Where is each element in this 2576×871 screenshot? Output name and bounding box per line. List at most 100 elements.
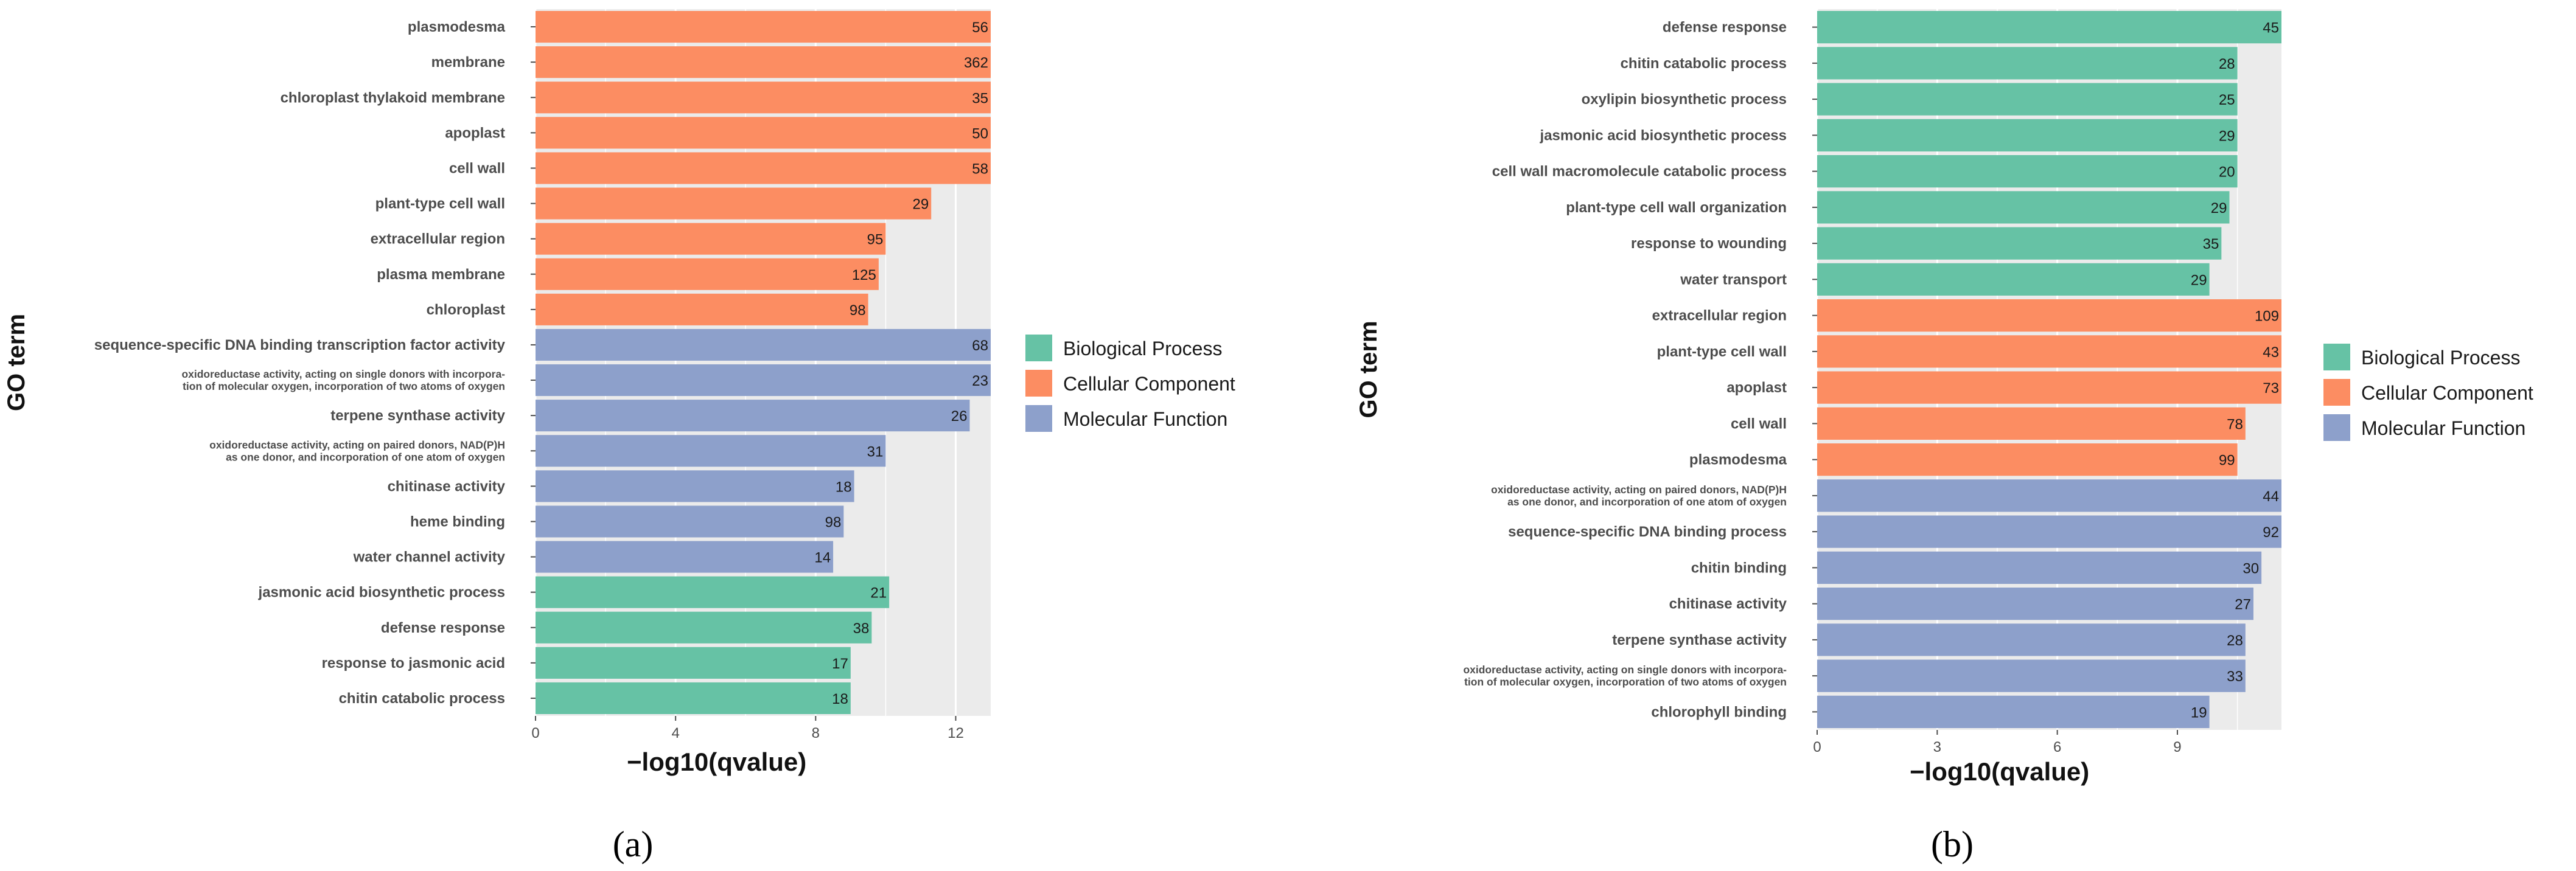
bar (1817, 335, 2281, 368)
bar (1817, 155, 2238, 188)
bar-count-label: 31 (867, 443, 884, 460)
x-tick-label: 0 (1813, 739, 1821, 755)
legend-swatch (2323, 379, 2350, 406)
bar-count-label: 44 (2263, 488, 2279, 505)
bar-count-label: 95 (867, 232, 884, 248)
bar-count-label: 28 (2219, 56, 2235, 72)
bar (536, 293, 868, 325)
y-tick-label: oxidoreductase activity, acting on singl… (181, 368, 505, 380)
x-tick-label: 9 (2173, 739, 2181, 755)
bar (1817, 443, 2238, 476)
y-tick-label: extracellular region (1652, 308, 1787, 324)
y-tick-label: apoplast (1726, 380, 1787, 396)
y-tick-label: plasmodesma (408, 19, 506, 35)
y-axis-title: GO term (1355, 321, 1382, 418)
bar (1817, 119, 2238, 151)
bar-count-label: 68 (972, 338, 988, 354)
y-tick-label: chlorophyll binding (1651, 704, 1787, 720)
bar-count-label: 125 (852, 267, 876, 283)
bar-count-label: 56 (972, 19, 988, 36)
y-tick-label: cell wall (449, 160, 505, 176)
y-tick-label: plasma membrane (377, 266, 505, 283)
bar (536, 541, 834, 573)
bar (1817, 371, 2281, 404)
y-tick-label: chitin catabolic process (1621, 55, 1787, 72)
y-tick-label: extracellular region (371, 231, 505, 248)
bar-count-label: 92 (2263, 524, 2279, 541)
x-axis-title: −log10(qvalue) (627, 748, 806, 776)
bar (1817, 47, 2238, 80)
bar (536, 152, 991, 184)
legend-label: Cellular Component (2361, 382, 2533, 404)
bar-count-label: 29 (2191, 272, 2207, 288)
bar-count-label: 29 (2219, 128, 2235, 144)
bar (536, 82, 991, 114)
chart-panel-a: 56 plasmodesma 362 membrane 35 chloroplast th… (3, 9, 1235, 864)
x-tick-label: 0 (531, 725, 539, 741)
bar (1817, 479, 2281, 512)
legend: Biological Process Cellular Component Mole… (1025, 335, 1235, 432)
y-tick-label: cell wall (1731, 415, 1787, 432)
bar-count-label: 18 (836, 479, 852, 495)
bar-count-label: 33 (2227, 668, 2243, 685)
y-tick-label: cell wall macromolecule catabolic proces… (1492, 164, 1787, 180)
bar (1817, 588, 2253, 620)
bar (1817, 659, 2246, 692)
y-tick-label: chitin binding (1691, 560, 1787, 576)
y-tick-label: water channel activity (353, 549, 506, 566)
bar (536, 187, 932, 220)
y-tick-label: terpene synthase activity (330, 408, 505, 424)
x-axis-title: −log10(qvalue) (1910, 757, 2089, 786)
x-tick-label: 12 (948, 725, 964, 741)
bar-count-label: 17 (832, 656, 848, 672)
y-tick-label: oxidoreductase activity, acting on paire… (209, 439, 505, 451)
y-tick-label: jasmonic acid biosynthetic process (1540, 127, 1787, 144)
bar (536, 470, 854, 502)
y-tick-label: plant-type cell wall organization (1566, 200, 1787, 216)
bar-count-label: 109 (2255, 308, 2279, 325)
y-tick-label: tion of molecular oxygen, incorporation … (1464, 676, 1787, 688)
legend-label: Biological Process (2361, 347, 2520, 369)
bar-count-label: 29 (912, 196, 929, 213)
bar-count-label: 43 (2263, 344, 2279, 361)
plot-background (1817, 9, 2281, 730)
bar (536, 647, 851, 679)
bar (1817, 83, 2238, 116)
bar-count-label: 14 (814, 550, 831, 566)
y-tick-label: chloroplast (427, 302, 505, 318)
y-tick-label: defense response (381, 620, 505, 636)
bar (536, 611, 872, 644)
bar-count-label: 19 (2191, 704, 2207, 721)
bar-count-label: 73 (2263, 380, 2279, 397)
y-tick-label: chitinase activity (1669, 596, 1787, 612)
bar-count-label: 29 (2211, 200, 2227, 217)
bar-count-label: 35 (972, 90, 988, 106)
legend-swatch (1025, 335, 1052, 361)
y-tick-label: chloroplast thylakoid membrane (281, 89, 505, 106)
bar-count-label: 58 (972, 161, 988, 177)
legend: Biological Process Cellular Component Mole… (2323, 344, 2533, 441)
y-axis-title: GO term (3, 314, 30, 411)
bar (536, 117, 991, 149)
bar-count-label: 98 (850, 302, 866, 319)
bar-count-label: 50 (972, 125, 988, 142)
y-tick-label: as one donor, and incorporation of one a… (226, 451, 505, 463)
bar (536, 46, 991, 78)
y-tick-label: response to wounding (1631, 235, 1787, 252)
y-tick-label: chitinase activity (388, 478, 506, 494)
y-tick-label: plant-type cell wall (375, 196, 505, 212)
bar-count-label: 20 (2219, 164, 2235, 181)
plot-background (536, 9, 991, 716)
y-tick-label: plasmodesma (1689, 452, 1787, 468)
bar (536, 11, 991, 43)
legend-swatch (2323, 344, 2350, 370)
y-tick-label: jasmonic acid biosynthetic process (258, 585, 505, 601)
bar-count-label: 27 (2235, 597, 2251, 613)
legend-label: Molecular Function (2361, 417, 2525, 439)
x-tick-label: 4 (671, 725, 679, 741)
y-tick-label: plant-type cell wall (1657, 344, 1787, 360)
y-tick-label: defense response (1663, 19, 1787, 36)
bar (536, 258, 879, 290)
y-tick-label: response to jasmonic acid (322, 655, 505, 671)
bar (536, 400, 970, 432)
